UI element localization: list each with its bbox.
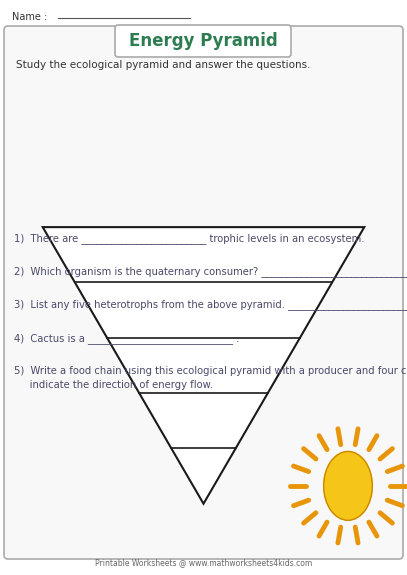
- Text: 4)  Cactus is a _____________________________ .: 4) Cactus is a _________________________…: [14, 333, 239, 344]
- Text: 5)  Write a food chain using this ecological pyramid with a producer and four co: 5) Write a food chain using this ecologi…: [14, 366, 407, 376]
- Text: Study the ecological pyramid and answer the questions.: Study the ecological pyramid and answer …: [16, 60, 311, 70]
- Text: Energy Pyramid: Energy Pyramid: [129, 32, 278, 50]
- Text: 2)  Which organism is the quaternary consumer? _________________________________: 2) Which organism is the quaternary cons…: [14, 266, 407, 277]
- Text: Printable Worksheets @ www.mathworksheets4kids.com: Printable Worksheets @ www.mathworksheet…: [95, 558, 312, 567]
- Ellipse shape: [324, 451, 372, 520]
- Text: 1)  There are _________________________ trophic levels in an ecosystem.: 1) There are _________________________ t…: [14, 233, 365, 244]
- FancyBboxPatch shape: [115, 25, 291, 57]
- Text: indicate the direction of energy flow.: indicate the direction of energy flow.: [14, 380, 213, 390]
- Text: Name :: Name :: [12, 12, 50, 22]
- Polygon shape: [43, 227, 364, 504]
- FancyBboxPatch shape: [4, 26, 403, 559]
- Text: 3)  List any five heterotrophs from the above pyramid. _________________________: 3) List any five heterotrophs from the a…: [14, 300, 407, 310]
